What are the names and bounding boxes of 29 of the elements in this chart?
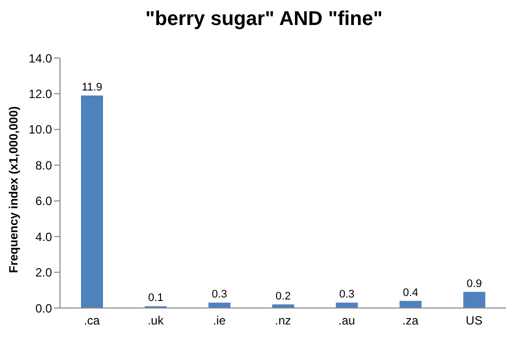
x-tick-label: .au bbox=[338, 314, 356, 328]
x-tick-label: .za bbox=[402, 314, 419, 328]
chart-title: "berry sugar" AND "fine" bbox=[144, 8, 384, 31]
y-tick-label: 10.0 bbox=[28, 122, 52, 137]
data-label: 11.9 bbox=[82, 82, 102, 94]
data-label: 0.3 bbox=[339, 288, 355, 301]
y-tick-label: 2.0 bbox=[35, 266, 52, 280]
bar bbox=[208, 302, 230, 308]
y-tick-label: 0.0 bbox=[35, 301, 52, 316]
data-label: 0.4 bbox=[402, 286, 418, 299]
y-tick-label: 4.0 bbox=[35, 230, 52, 244]
data-label: 0.3 bbox=[212, 288, 228, 301]
bar bbox=[81, 96, 103, 308]
x-tick-label: .uk bbox=[148, 314, 165, 328]
y-tick-label: 12.0 bbox=[28, 86, 52, 101]
data-label: 0.9 bbox=[466, 278, 482, 290]
bar bbox=[336, 302, 358, 308]
bar bbox=[463, 292, 486, 308]
x-tick-label: .nz bbox=[274, 314, 292, 328]
bar bbox=[400, 300, 422, 308]
x-tick-label: US bbox=[466, 314, 482, 328]
x-tick-label: .ca bbox=[84, 314, 100, 328]
y-tick-label: 14.0 bbox=[28, 51, 52, 66]
data-label: 0.1 bbox=[148, 292, 164, 304]
y-tick-label: 6.0 bbox=[35, 194, 52, 208]
y-tick-label: 8.0 bbox=[35, 158, 52, 172]
data-label: 0.2 bbox=[275, 290, 291, 302]
x-tick-label: .ie bbox=[212, 314, 226, 328]
y-axis-title: Frequency index (x1,000,000) bbox=[6, 106, 20, 273]
